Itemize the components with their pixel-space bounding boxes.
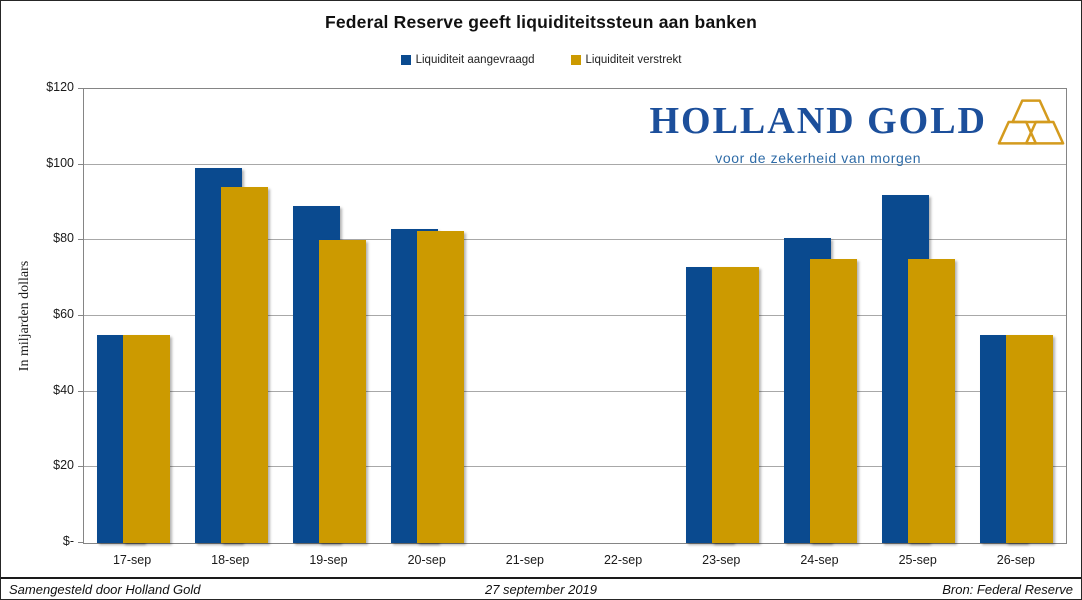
bar-25-sep-series2 — [908, 259, 956, 543]
x-tick-label: 17-sep — [112, 553, 152, 567]
legend: Liquiditeit aangevraagd Liquiditeit vers… — [1, 54, 1081, 66]
y-tick-mark — [78, 163, 83, 165]
legend-item-aangevraagd: Liquiditeit aangevraagd — [400, 54, 535, 66]
footer-credit: Samengesteld door Holland Gold — [9, 582, 201, 597]
x-tick-label: 26-sep — [996, 553, 1035, 567]
gridline — [84, 163, 1066, 165]
gridline — [84, 239, 1066, 241]
legend-label-aangevraagd: Liquiditeit aangevraagd — [415, 54, 535, 66]
x-tick-label: 25-sep — [898, 553, 937, 567]
bar-17-sep-series2 — [122, 334, 170, 543]
bar-18-sep-series2 — [220, 187, 268, 543]
bar-20-sep-series2 — [417, 230, 465, 543]
legend-swatch-gold-icon — [570, 55, 581, 65]
y-tick-label: $20 — [53, 458, 74, 473]
y-tick-label: $40 — [53, 382, 74, 397]
y-tick-mark — [78, 239, 83, 241]
holland-gold-logo: HOLLAND GOLD voor de zekerheid van morge… — [649, 95, 1065, 166]
legend-label-verstrekt: Liquiditeit verstrekt — [585, 54, 682, 66]
chart-title: Federal Reserve geeft liquiditeitssteun … — [324, 12, 758, 32]
y-tick-mark — [78, 315, 83, 316]
x-tick-label: 24-sep — [800, 553, 839, 567]
y-tick-label: $100 — [46, 155, 74, 170]
y-tick-label: $60 — [53, 307, 74, 321]
y-tick-mark — [78, 88, 83, 89]
x-tick-label: 18-sep — [211, 553, 250, 567]
bar-23-sep-series2 — [711, 266, 759, 543]
footer-divider — [1, 577, 1081, 579]
y-tick-label: $120 — [46, 80, 74, 94]
x-tick-label: 20-sep — [407, 553, 446, 567]
y-tick-label: $80 — [53, 231, 74, 246]
gold-bars-icon — [997, 99, 1065, 145]
y-tick-label: $- — [62, 534, 74, 548]
bar-19-sep-series2 — [319, 240, 366, 543]
logo-wordmark: HOLLAND GOLD — [649, 100, 987, 142]
plot-area — [83, 88, 1067, 544]
gridline — [84, 466, 1066, 468]
gridline — [84, 315, 1066, 316]
y-tick-mark — [78, 390, 83, 392]
logo-tagline: voor de zekerheid van morgen — [715, 150, 922, 166]
y-tick-mark — [78, 466, 83, 468]
x-tick-label: 21-sep — [505, 553, 544, 567]
y-tick-mark — [78, 542, 83, 543]
x-tick-label: 19-sep — [309, 553, 348, 567]
legend-item-verstrekt: Liquiditeit verstrekt — [570, 54, 682, 66]
bar-26-sep-series2 — [1006, 334, 1054, 543]
x-tick-label: 23-sep — [702, 553, 741, 567]
legend-swatch-blue-icon — [400, 55, 411, 65]
footer-source: Bron: Federal Reserve — [942, 582, 1073, 597]
footer: Samengesteld door Holland Gold 27 septem… — [1, 582, 1081, 599]
gridline — [84, 390, 1066, 392]
footer-date: 27 september 2019 — [484, 582, 598, 597]
x-tick-label: 22-sep — [603, 553, 643, 567]
bar-24-sep-series2 — [810, 259, 857, 543]
